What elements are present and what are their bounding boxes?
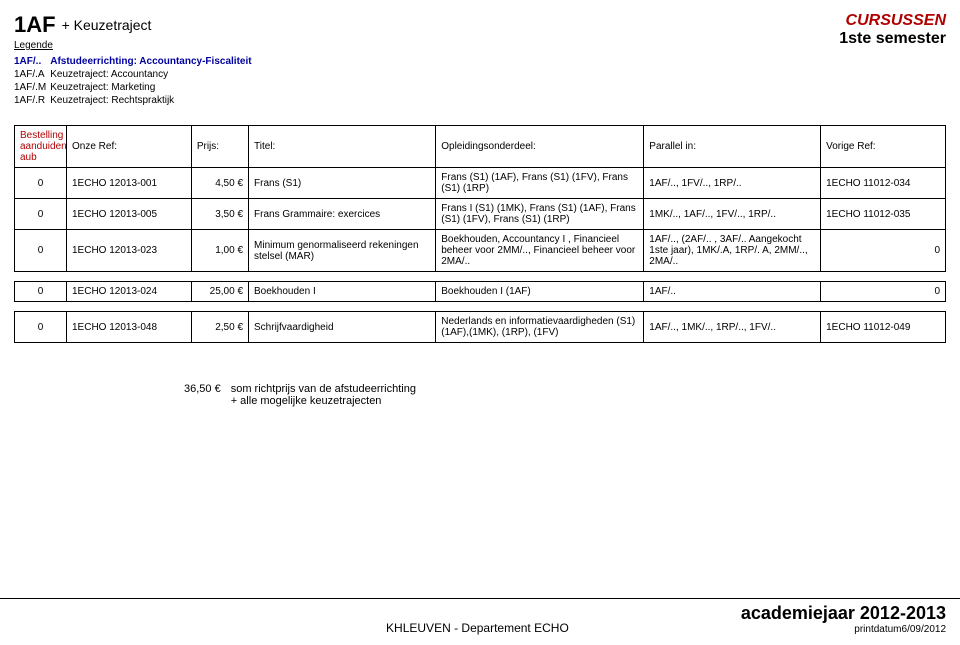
cell-price: 2,50 € [191, 312, 248, 343]
totals-note-2: + alle mogelijke keuzetrajecten [231, 395, 382, 407]
cursussen-label: CURSUSSEN [839, 12, 946, 30]
col-titel: Titel: [249, 126, 436, 168]
totals-note-1: som richtprijs van de afstudeerrichting [231, 383, 416, 395]
cell-ref: 1ECHO 12013-005 [67, 199, 192, 230]
page-footer: KHLEUVEN - Departement ECHO academiejaar… [0, 598, 960, 635]
legend-row: 1AF/.R Keuzetraject: Rechtspraktijk [14, 94, 256, 107]
table-row: 0 1ECHO 12013-048 2,50 € Schrijfvaardigh… [15, 312, 946, 343]
table-row: 0 1ECHO 12013-023 1,00 € Minimum genorma… [15, 230, 946, 272]
legend-code: 1AF/.. [14, 55, 50, 68]
cell-title: Minimum genormaliseerd rekeningen stelse… [249, 230, 436, 272]
legend-table: 1AF/.. Afstudeerrichting: Accountancy-Fi… [14, 55, 256, 107]
cell-ref: 1ECHO 12013-048 [67, 312, 192, 343]
cell-par: 1AF/.. [644, 282, 821, 302]
cell-title: Frans (S1) [249, 168, 436, 199]
cell-opl: Boekhouden I (1AF) [436, 282, 644, 302]
cell-best: 0 [15, 199, 67, 230]
course-code: 1AF [14, 12, 56, 38]
cell-price: 4,50 € [191, 168, 248, 199]
table-header-row: Bestelling aanduiden aub Onze Ref: Prijs… [15, 126, 946, 168]
legend-label-text: Afstudeerrichting: Accountancy-Fiscalite… [50, 55, 255, 68]
totals-line: 36,50 € som richtprijs van de afstudeerr… [14, 383, 946, 407]
totals-note: som richtprijs van de afstudeerrichting … [231, 383, 416, 407]
print-date: printdatum6/09/2012 [741, 624, 946, 635]
course-table: Bestelling aanduiden aub Onze Ref: Prijs… [14, 125, 946, 343]
cell-vref: 1ECHO 11012-049 [821, 312, 946, 343]
cell-ref: 1ECHO 12013-023 [67, 230, 192, 272]
legend-row: 1AF/.M Keuzetraject: Marketing [14, 81, 256, 94]
title-code-line: 1AF + Keuzetraject [14, 12, 256, 38]
col-opleidingsonderdeel: Opleidingsonderdeel: [436, 126, 644, 168]
legend-label-text: Keuzetraject: Accountancy [50, 68, 255, 81]
footer-right: academiejaar 2012-2013 printdatum6/09/20… [741, 603, 946, 635]
cell-par: 1AF/.., (2AF/.. , 3AF/.. Aangekocht 1ste… [644, 230, 821, 272]
cell-best: 0 [15, 168, 67, 199]
cell-opl: Boekhouden, Accountancy I , Financieel b… [436, 230, 644, 272]
col-parallel-in: Parallel in: [644, 126, 821, 168]
cell-opl: Frans (S1) (1AF), Frans (S1) (1FV), Fran… [436, 168, 644, 199]
cell-opl: Nederlands en informatievaardigheden (S1… [436, 312, 644, 343]
legend-label-text: Keuzetraject: Marketing [50, 81, 255, 94]
cell-price: 1,00 € [191, 230, 248, 272]
cell-par: 1MK/.., 1AF/.., 1FV/.., 1RP/.. [644, 199, 821, 230]
academic-year: academiejaar 2012-2013 [741, 603, 946, 624]
spacer-row [15, 272, 946, 282]
footer-center: KHLEUVEN - Departement ECHO [214, 621, 741, 635]
cell-par: 1AF/.., 1FV/.., 1RP/.. [644, 168, 821, 199]
table-row: 0 1ECHO 12013-024 25,00 € Boekhouden I B… [15, 282, 946, 302]
cell-title: Frans Grammaire: exercices [249, 199, 436, 230]
cell-vref: 1ECHO 11012-035 [821, 199, 946, 230]
cell-vref: 0 [821, 282, 946, 302]
cell-best: 0 [15, 230, 67, 272]
cell-title: Schrijfvaardigheid [249, 312, 436, 343]
col-onze-ref: Onze Ref: [67, 126, 192, 168]
col-bestelling: Bestelling aanduiden aub [15, 126, 67, 168]
table-row: 0 1ECHO 12013-005 3,50 € Frans Grammaire… [15, 199, 946, 230]
totals-amount: 36,50 € [184, 383, 221, 395]
semester-label: 1ste semester [839, 30, 946, 48]
header-right: CURSUSSEN 1ste semester [839, 12, 946, 48]
page-header: 1AF + Keuzetraject Legende 1AF/.. Afstud… [14, 12, 946, 107]
cell-ref: 1ECHO 12013-001 [67, 168, 192, 199]
legend-row: 1AF/.A Keuzetraject: Accountancy [14, 68, 256, 81]
col-prijs: Prijs: [191, 126, 248, 168]
cell-title: Boekhouden I [249, 282, 436, 302]
legend-code: 1AF/.R [14, 94, 50, 107]
cell-ref: 1ECHO 12013-024 [67, 282, 192, 302]
cell-price: 3,50 € [191, 199, 248, 230]
cell-best: 0 [15, 312, 67, 343]
legend-label-text: Keuzetraject: Rechtspraktijk [50, 94, 255, 107]
cell-price: 25,00 € [191, 282, 248, 302]
header-left: 1AF + Keuzetraject Legende 1AF/.. Afstud… [14, 12, 256, 107]
cell-par: 1AF/.., 1MK/.., 1RP/.., 1FV/.. [644, 312, 821, 343]
cell-best: 0 [15, 282, 67, 302]
legend-label: Legende [14, 40, 256, 51]
legend-code: 1AF/.A [14, 68, 50, 81]
cell-vref: 1ECHO 11012-034 [821, 168, 946, 199]
table-row: 0 1ECHO 12013-001 4,50 € Frans (S1) Fran… [15, 168, 946, 199]
cell-opl: Frans I (S1) (1MK), Frans (S1) (1AF), Fr… [436, 199, 644, 230]
col-vorige-ref: Vorige Ref: [821, 126, 946, 168]
course-code-suffix: + Keuzetraject [62, 17, 152, 33]
cell-vref: 0 [821, 230, 946, 272]
legend-row: 1AF/.. Afstudeerrichting: Accountancy-Fi… [14, 55, 256, 68]
spacer-row [15, 302, 946, 312]
legend-code: 1AF/.M [14, 81, 50, 94]
